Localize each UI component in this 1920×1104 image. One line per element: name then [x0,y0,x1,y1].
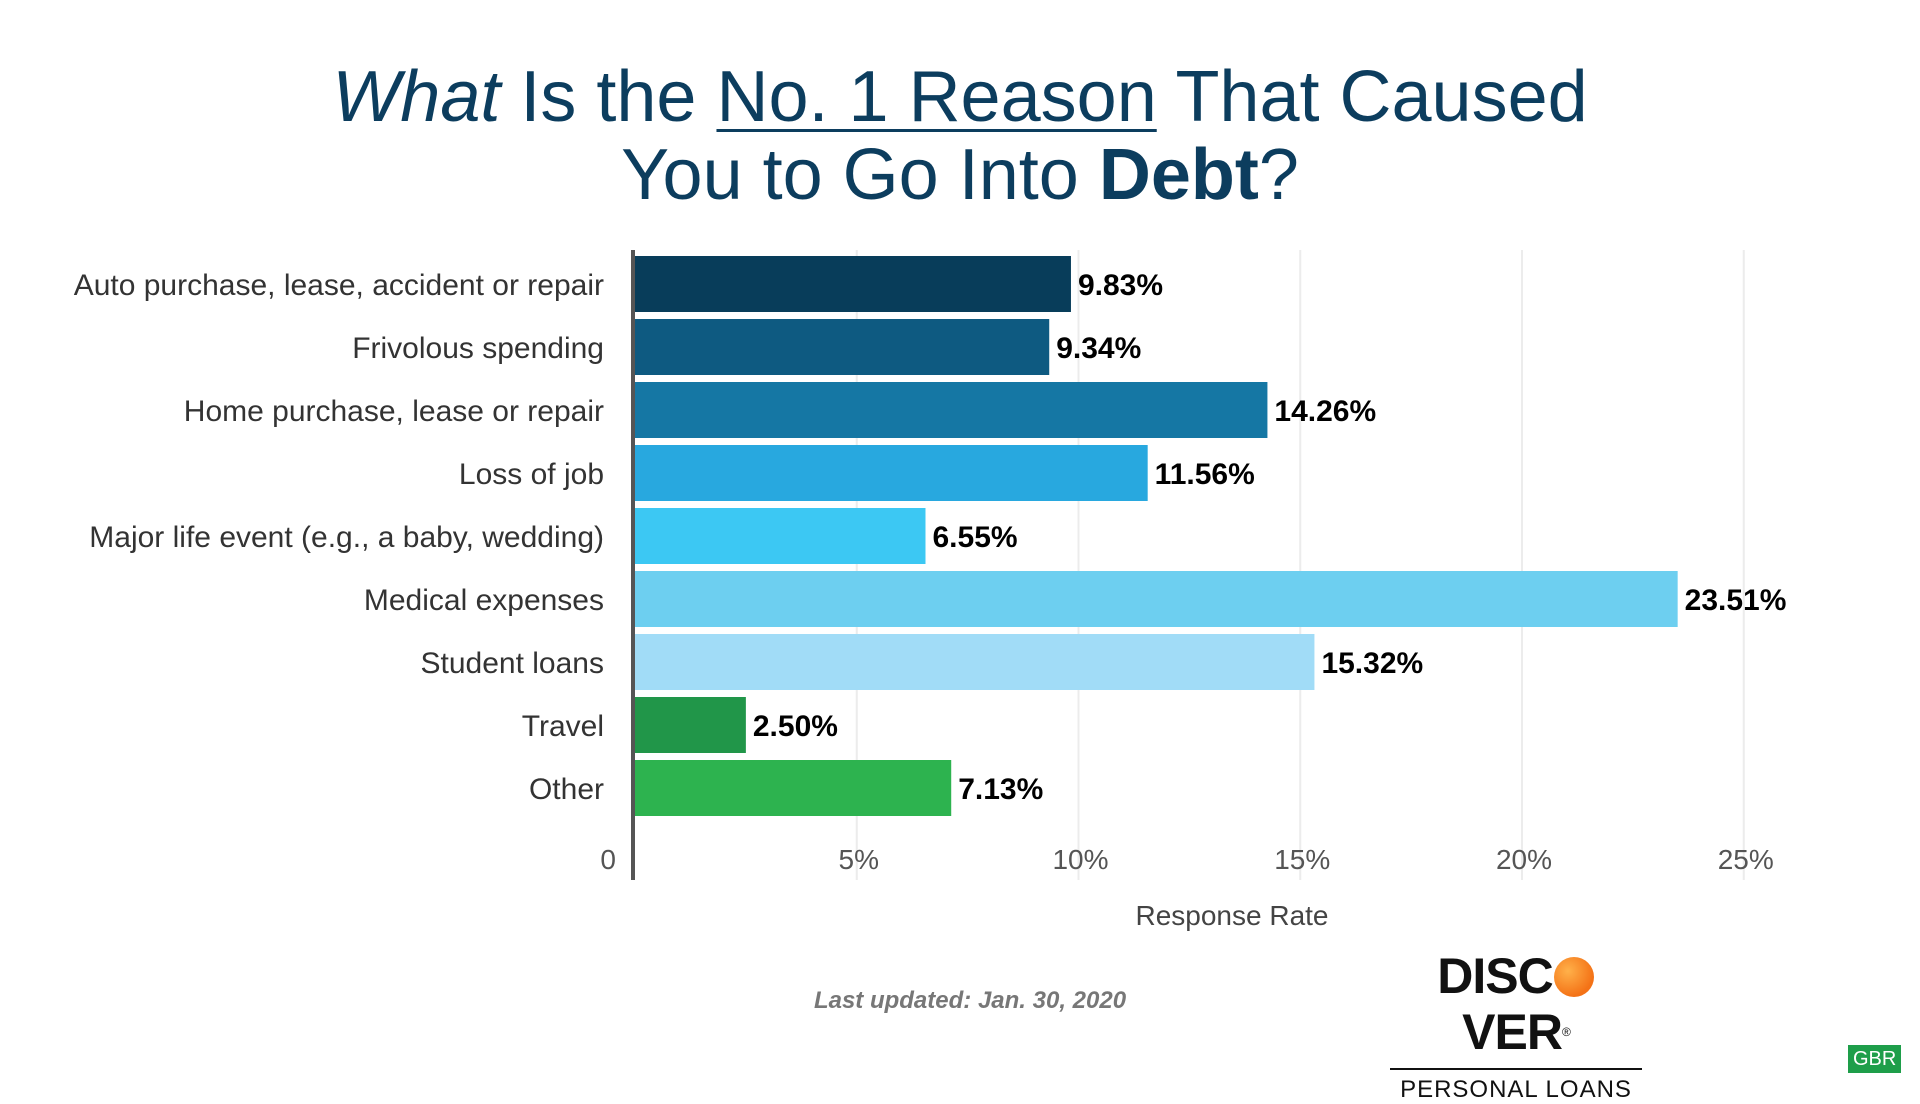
data-label: 9.34% [1056,332,1141,365]
chart-title: What Is the No. 1 Reason That Caused You… [0,58,1920,214]
last-updated-note: Last updated: Jan. 30, 2020 [813,987,1127,1014]
bar [635,697,746,753]
category-label: Travel [522,710,604,743]
x-tick-label: 20% [1496,844,1552,875]
data-label: 2.50% [753,710,838,743]
x-tick-label: 5% [839,844,879,875]
brand-wordmark: DISCVER® [1386,948,1646,1060]
bar [635,319,1050,375]
data-label: 7.13% [958,773,1043,806]
title-line-1-segment: No. 1 Reason [716,57,1157,137]
category-label: Frivolous spending [352,332,604,365]
data-label: 9.83% [1078,269,1163,302]
x-tick-label: 0 [600,844,616,875]
gbr-badge: GBR [1848,1045,1902,1073]
title-line-2-segment: You to Go Into [621,135,1099,215]
category-label: Loss of job [459,458,604,491]
bar [635,571,1678,627]
bar [635,382,1268,438]
title-line-2-segment: ? [1258,135,1299,215]
bar-chart: Auto purchase, lease, accident or repair… [74,250,1787,931]
title-line-1-segment: Is the [500,57,717,137]
discover-logo: DISCVER® PERSONAL LOANS [1386,948,1646,1104]
data-label: 11.56% [1155,458,1255,491]
x-axis-title: Response Rate [1135,900,1328,931]
category-label: Auto purchase, lease, accident or repair [74,269,604,302]
category-label: Other [529,773,604,806]
category-label: Home purchase, lease or repair [184,395,604,428]
data-label: 23.51% [1685,584,1787,617]
category-label: Major life event (e.g., a baby, wedding) [89,521,604,554]
bar [635,760,952,816]
bar [635,634,1315,690]
title-line-2-segment: Debt [1098,135,1259,215]
title-line-1-segment: That Caused [1156,57,1588,137]
brand-divider [1390,1068,1642,1070]
title-line-1: What Is the No. 1 Reason That Caused [0,58,1920,136]
data-label: 15.32% [1321,647,1423,680]
x-tick-label: 10% [1052,844,1108,875]
orange-circle-icon [1553,957,1594,997]
bar [635,256,1071,312]
x-tick-label: 25% [1718,844,1774,875]
x-tick-label: 15% [1274,844,1330,875]
title-line-1-segment: What [332,57,501,137]
bar [635,445,1148,501]
category-label: Medical expenses [364,584,604,617]
brand-subtitle: PERSONAL LOANS [1400,1076,1632,1103]
bar [635,508,926,564]
data-label: 14.26% [1274,395,1376,428]
category-label: Student loans [421,647,604,680]
title-line-2: You to Go Into Debt? [0,136,1920,214]
data-label: 6.55% [932,521,1017,554]
